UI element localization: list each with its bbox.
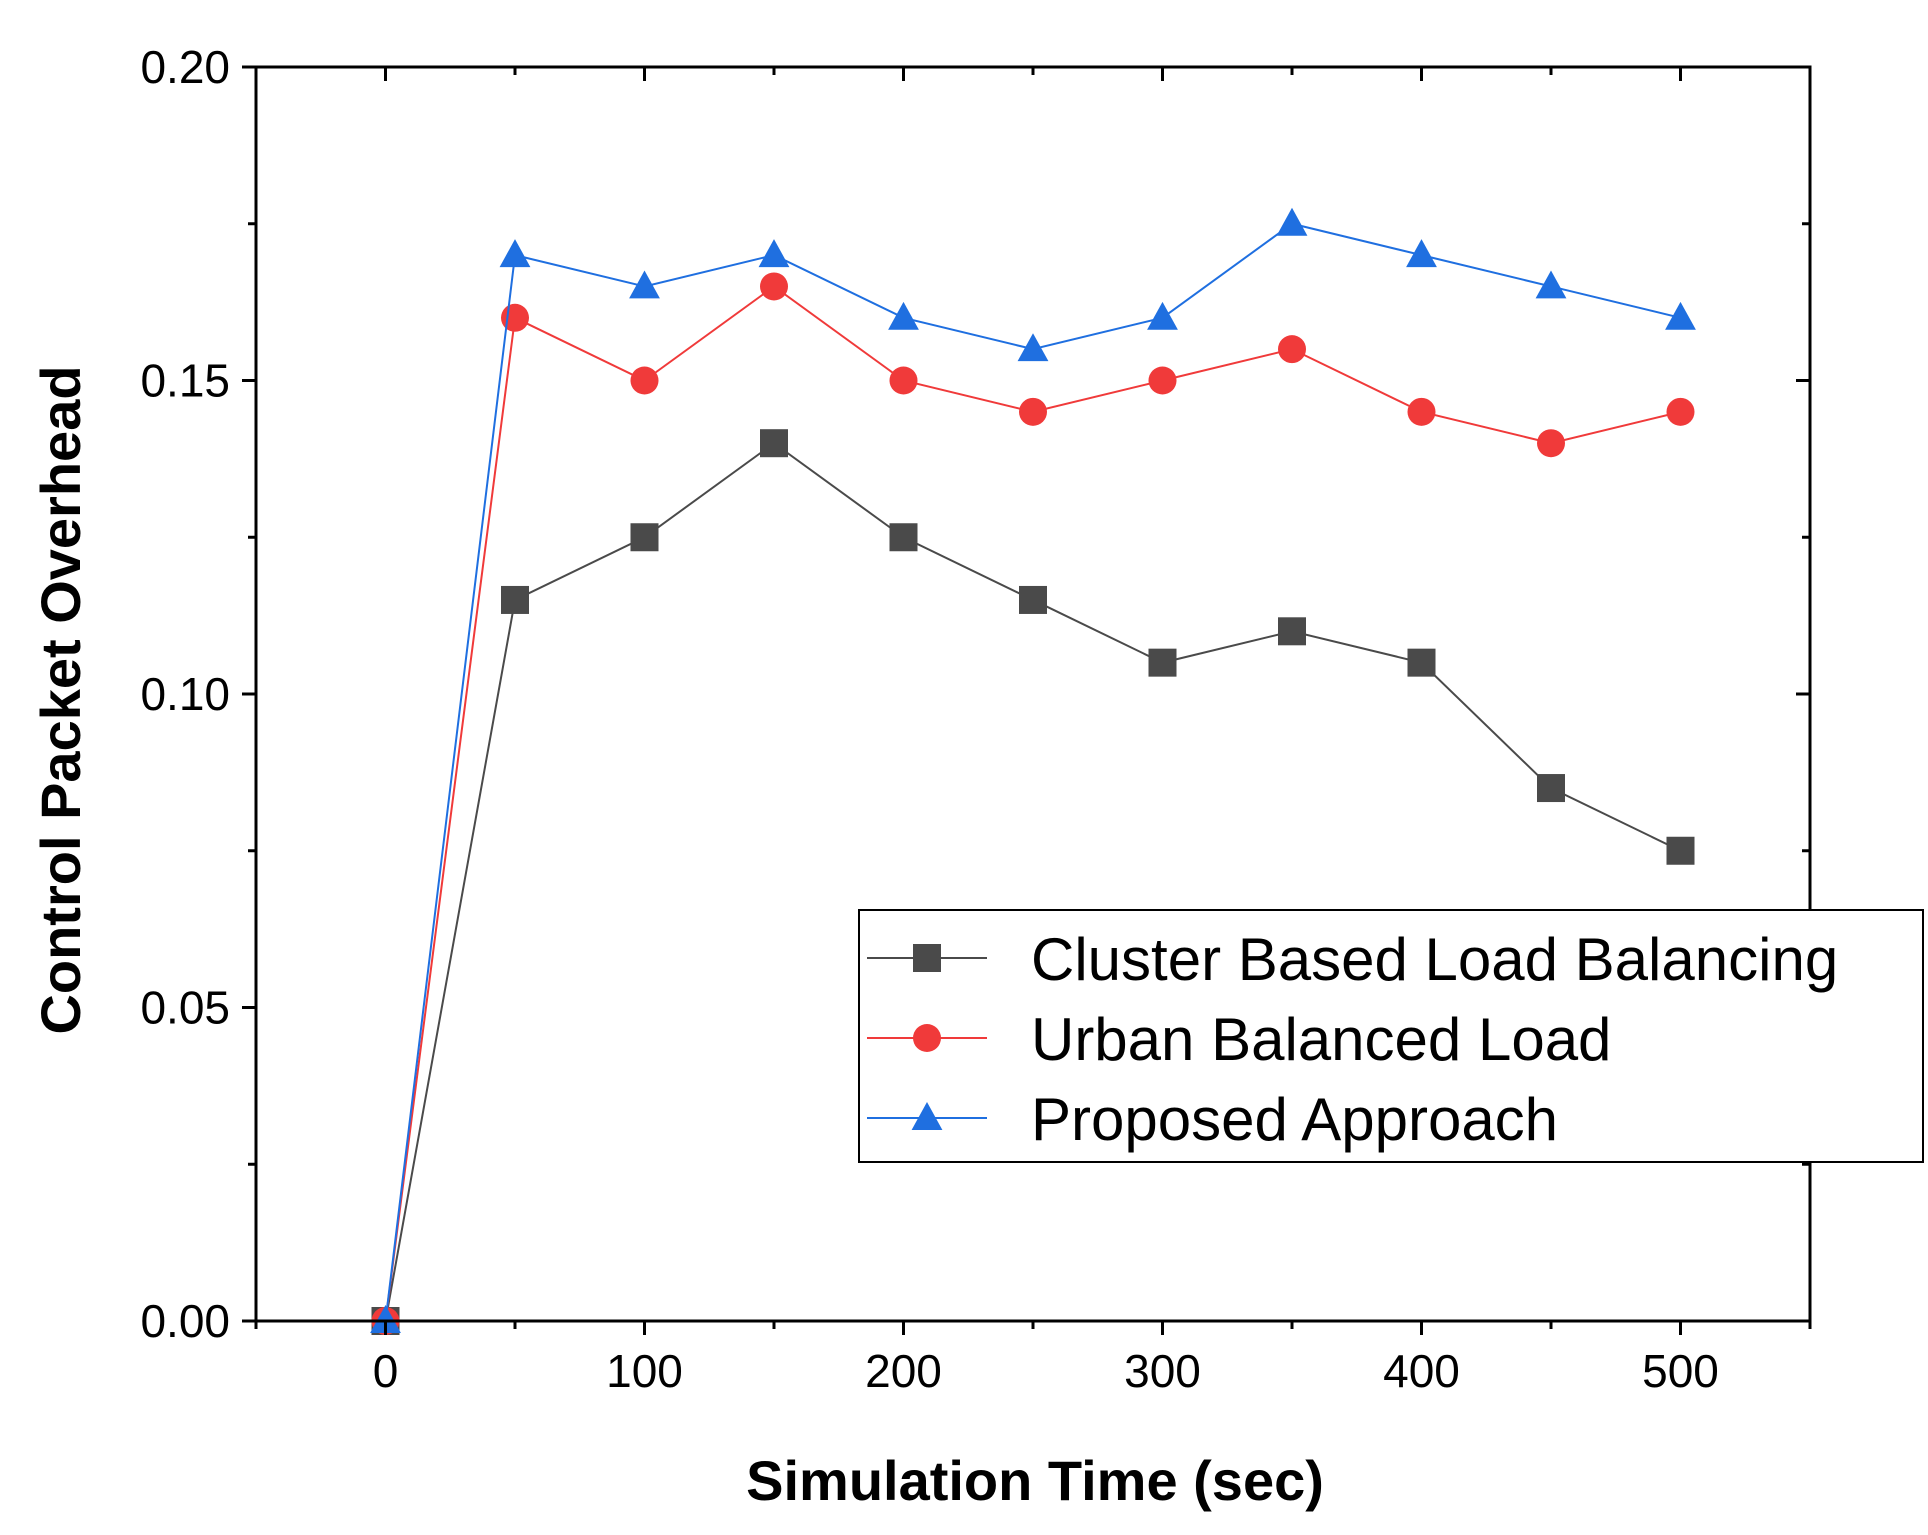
x-tick-label: 500 (1642, 1345, 1719, 1397)
legend-marker (913, 1024, 941, 1052)
data-point (1666, 397, 1695, 426)
data-point (1406, 239, 1437, 268)
data-point (1017, 333, 1049, 362)
data-point (370, 1305, 401, 1333)
data-point (1537, 429, 1565, 458)
data-point (1147, 301, 1178, 330)
axes: 0 100 200 300 400 500 0.00 0.05 0.10 0.15 0.20 (140, 41, 1812, 1397)
data-point (630, 366, 659, 395)
data-point (1537, 774, 1565, 803)
data-point (1148, 366, 1177, 395)
legend-label: Proposed Approach (1031, 1086, 1558, 1153)
y-tick-label: 0.00 (140, 1295, 230, 1347)
plot-area (370, 207, 1696, 1335)
data-point (760, 429, 788, 458)
y-tick-label: 0.15 (140, 355, 230, 407)
y-tick-label: 0.10 (140, 668, 230, 720)
data-point (1278, 335, 1306, 364)
legend-label: Urban Balanced Load (1031, 1006, 1611, 1073)
data-point (1407, 397, 1436, 426)
data-point (1278, 617, 1306, 646)
x-axis-title: Simulation Time (sec) (746, 1449, 1324, 1512)
data-point (1407, 648, 1436, 677)
x-tick-label: 200 (865, 1345, 942, 1397)
legend-marker (913, 944, 941, 972)
data-point (760, 272, 788, 301)
data-point (889, 523, 918, 552)
data-point (499, 239, 531, 268)
legend: Cluster Based Load Balancing Urban Balanc… (858, 909, 1924, 1163)
data-point (1666, 836, 1695, 865)
y-tick-label: 0.05 (140, 982, 230, 1034)
x-tick-label: 0 (373, 1345, 399, 1397)
series-circle (371, 272, 1695, 1335)
x-tick-label: 300 (1124, 1345, 1201, 1397)
data-point (758, 239, 790, 268)
y-axis-title: Control Packet Overhead (29, 365, 92, 1034)
data-point (1665, 301, 1696, 330)
data-point (1019, 585, 1047, 614)
data-point (1019, 397, 1047, 426)
legend-label: Cluster Based Load Balancing (1031, 926, 1838, 993)
data-point (1276, 207, 1308, 236)
series-line (384, 285, 1681, 1322)
y-tick-label: 0.20 (140, 41, 230, 93)
data-point (888, 301, 919, 330)
legend-box (858, 909, 1924, 1163)
legend-marker (911, 1102, 943, 1130)
data-point (629, 270, 660, 299)
data-point (1148, 648, 1177, 677)
data-point (630, 523, 659, 552)
series-line (384, 441, 1681, 1322)
series-square (371, 429, 1695, 1335)
data-point (889, 366, 918, 395)
x-tick-label: 100 (606, 1345, 683, 1397)
data-point (501, 585, 529, 614)
data-point (1535, 270, 1567, 299)
x-tick-label: 400 (1383, 1345, 1460, 1397)
series-triangle (370, 207, 1696, 1333)
